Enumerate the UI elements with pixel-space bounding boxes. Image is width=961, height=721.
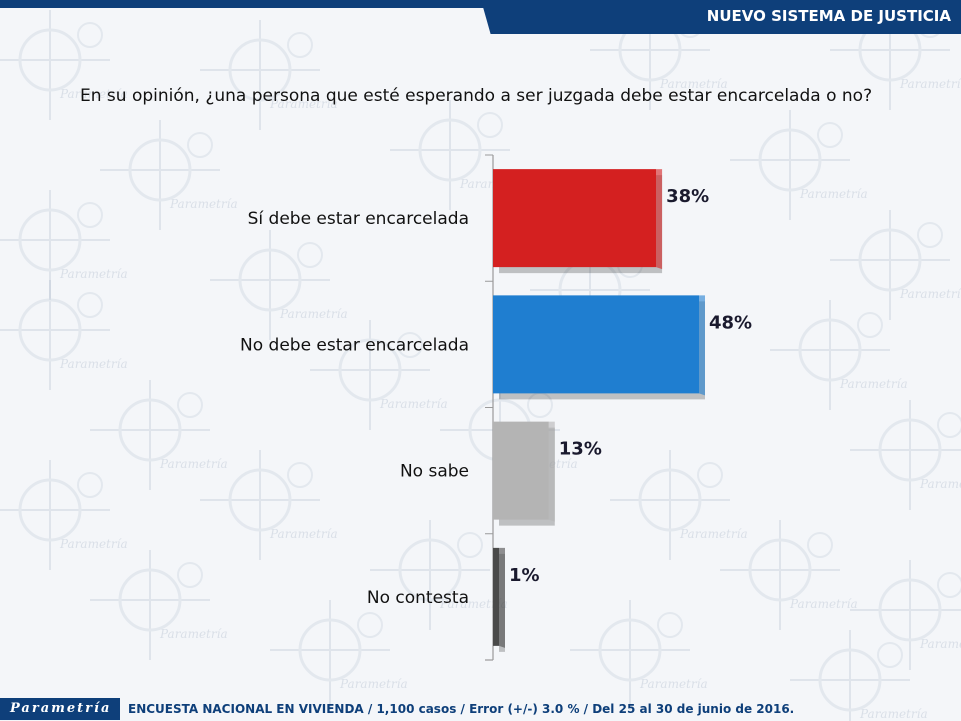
watermark-motif: Parametría [0, 460, 128, 570]
watermark-motif: Parametría [90, 380, 228, 490]
watermark-text: Parametría [59, 537, 128, 551]
top-bar [0, 0, 961, 8]
watermark-motif: Parametría [210, 230, 348, 340]
watermark-motif: Parametría [270, 600, 408, 710]
header-banner: NUEVO SISTEMA DE JUSTICIA [481, 0, 961, 34]
watermark-text: Parametría [339, 677, 408, 691]
watermark-text: Parametría [59, 87, 128, 101]
question-text: En su opinión, ¿una persona que esté esp… [80, 86, 873, 106]
watermark-motif: Parametría [90, 550, 228, 660]
watermark-text: Parametría [159, 457, 228, 471]
bar-side [699, 295, 705, 396]
watermark-motif: Parametría [200, 20, 338, 130]
header-title: NUEVO SISTEMA DE JUSTICIA [706, 7, 951, 25]
category-label: No contesta [367, 588, 469, 608]
bar-2 [493, 295, 699, 394]
watermark-motif: Parametría [850, 400, 961, 510]
value-label: 13% [559, 439, 602, 460]
watermark-text: Parametría [439, 597, 508, 611]
bar-side [656, 169, 663, 270]
watermark-motif: Parametría [310, 320, 448, 430]
watermark-motif: Parametría [720, 520, 858, 630]
footer-logo: Parametría [0, 698, 120, 720]
watermark-text: Parametría [839, 377, 908, 391]
bar-side [548, 421, 555, 522]
watermark-text: Parametría [59, 357, 128, 371]
value-label: 1% [509, 565, 540, 586]
bar-1 [493, 169, 657, 268]
watermark-text: Parametría [789, 597, 858, 611]
watermark-text: Parametría [269, 527, 338, 541]
watermark-motif: Parametría [100, 120, 238, 230]
watermark-motif: Parametría [200, 450, 338, 560]
category-label: Sí debe estar encarcelada [248, 209, 469, 229]
watermark-text: Parametría [279, 307, 348, 321]
watermark-motif: Parametría [830, 210, 961, 320]
watermark-text: Parametría [639, 677, 708, 691]
watermark-motif: Parametría [850, 560, 961, 670]
watermark-text: Parametría [59, 267, 128, 281]
value-label: 38% [666, 186, 709, 207]
bar-side [499, 547, 505, 648]
watermark-text: Parametría [159, 627, 228, 641]
watermark-motif: Parametría [790, 630, 928, 721]
watermark-motif: Parametría [0, 280, 128, 390]
watermark-motif: Parametría [370, 520, 508, 630]
watermark-motif: Parametría [610, 450, 748, 560]
watermark-motif: Parametría [570, 600, 708, 710]
footer-logo-text: Parametría [10, 701, 112, 716]
watermark-text: Parametría [859, 707, 928, 721]
watermark-text: Parametría [899, 77, 961, 91]
watermark-text: Parametría [379, 397, 448, 411]
category-label: No sabe [400, 462, 469, 482]
value-label: 48% [709, 312, 752, 333]
watermark-motif: Parametría [0, 10, 128, 120]
watermark-motif: Parametría [0, 190, 128, 300]
watermark-text: Parametría [919, 637, 961, 651]
bar-4 [493, 547, 499, 646]
watermark-text: Parametría [899, 287, 961, 301]
category-label: No debe estar encarcelada [240, 335, 469, 355]
watermark-text: Parametría [269, 97, 338, 111]
watermark-text: Parametría [799, 187, 868, 201]
watermark-text: Parametría [659, 77, 728, 91]
watermark-motif: Parametría [770, 300, 908, 410]
watermark-text: Parametría [679, 527, 748, 541]
survey-note: ENCUESTA NACIONAL EN VIVIENDA / 1,100 ca… [128, 702, 795, 716]
watermark-text: Parametría [919, 477, 961, 491]
watermark-motif: Parametría [730, 110, 868, 220]
bar-3 [493, 421, 549, 520]
watermark-text: Parametría [169, 197, 238, 211]
